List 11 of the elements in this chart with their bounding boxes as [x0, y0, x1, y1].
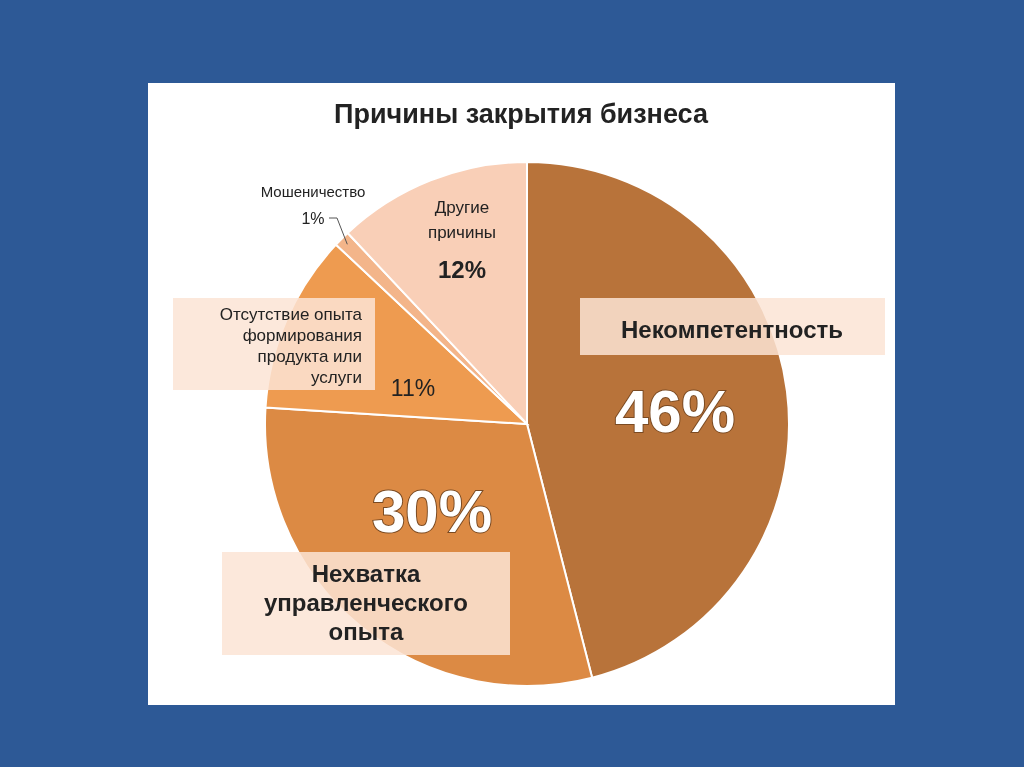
chart-title: Причины закрытия бизнеса	[334, 99, 709, 129]
data-label: 30%	[371, 478, 493, 545]
data-label: 12%	[437, 256, 487, 283]
slice-label: Некомпетентность	[620, 316, 844, 343]
data-label: 11%	[390, 375, 436, 401]
slice-label: Отсутствие опыта формирования продукта или услуги	[219, 305, 363, 387]
data-label: 46%	[614, 378, 736, 445]
slice-label: Другие причины	[427, 198, 497, 242]
data-label: 1%	[301, 210, 325, 227]
slice-label: Нехватка управленческого опыта	[263, 560, 469, 645]
slice-label: Мошеничество	[260, 183, 366, 200]
